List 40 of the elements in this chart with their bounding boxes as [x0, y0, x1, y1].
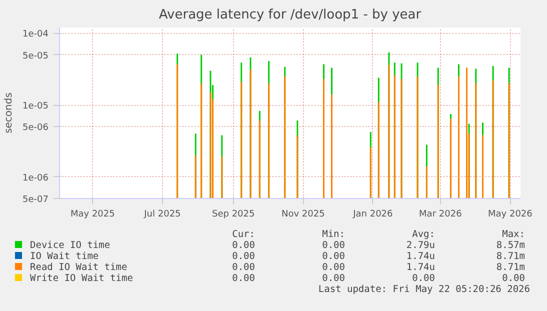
text: 8.71m	[495, 262, 525, 273]
y-tick-label: 1e-06	[22, 173, 49, 184]
text: 0.00	[231, 251, 255, 262]
legend-label: Device IO time	[29, 240, 112, 251]
text: 2.79u	[405, 240, 435, 251]
text: 0.00	[231, 262, 255, 273]
x-tick-label: Jan 2026	[352, 210, 394, 220]
text: 0.00	[411, 273, 435, 284]
text: Avg:	[411, 229, 435, 240]
text: Last update: Fri May 22 05:20:26 2026	[317, 284, 530, 295]
text: Min:	[321, 229, 345, 240]
x-tick-label: Sep 2025	[212, 210, 255, 220]
x-tick-label: Jul 2025	[143, 210, 181, 220]
legend-label: Write IO Wait time	[29, 273, 134, 284]
text: 0.00	[321, 273, 345, 284]
text: 0.00	[501, 273, 525, 284]
text: 0.00	[321, 251, 345, 262]
y-tick-label: 1e-05	[22, 102, 49, 112]
text: 0.00	[231, 240, 255, 251]
y-axis-title: seconds	[4, 92, 15, 134]
x-tick-label: Mar 2026	[419, 210, 462, 220]
x-tick-label: May 2025	[70, 210, 115, 220]
text: Max:	[501, 229, 525, 240]
y-tick-label: 5e-06	[22, 123, 49, 134]
text: 1.74u	[405, 251, 435, 262]
x-tick-label: May 2026	[488, 210, 533, 220]
x-tick-label: Nov 2025	[281, 210, 325, 220]
legend-label: Read IO Wait time	[29, 262, 128, 273]
text: Cur:	[231, 229, 255, 240]
y-tick-label: 1e-04	[22, 30, 49, 40]
text: 8.71m	[495, 251, 525, 262]
y-tick-label: 5e-05	[22, 51, 49, 62]
chart-title: Average latency for /dev/loop1 - by year	[158, 8, 422, 22]
text: 0.00	[231, 273, 255, 284]
text: 8.57m	[495, 240, 525, 251]
legend-label: IO Wait time	[29, 251, 100, 262]
text: 0.00	[321, 240, 345, 251]
text: 0.00	[321, 262, 345, 273]
text: 1.74u	[405, 262, 435, 273]
y-tick-label: 5e-07	[22, 195, 49, 205]
